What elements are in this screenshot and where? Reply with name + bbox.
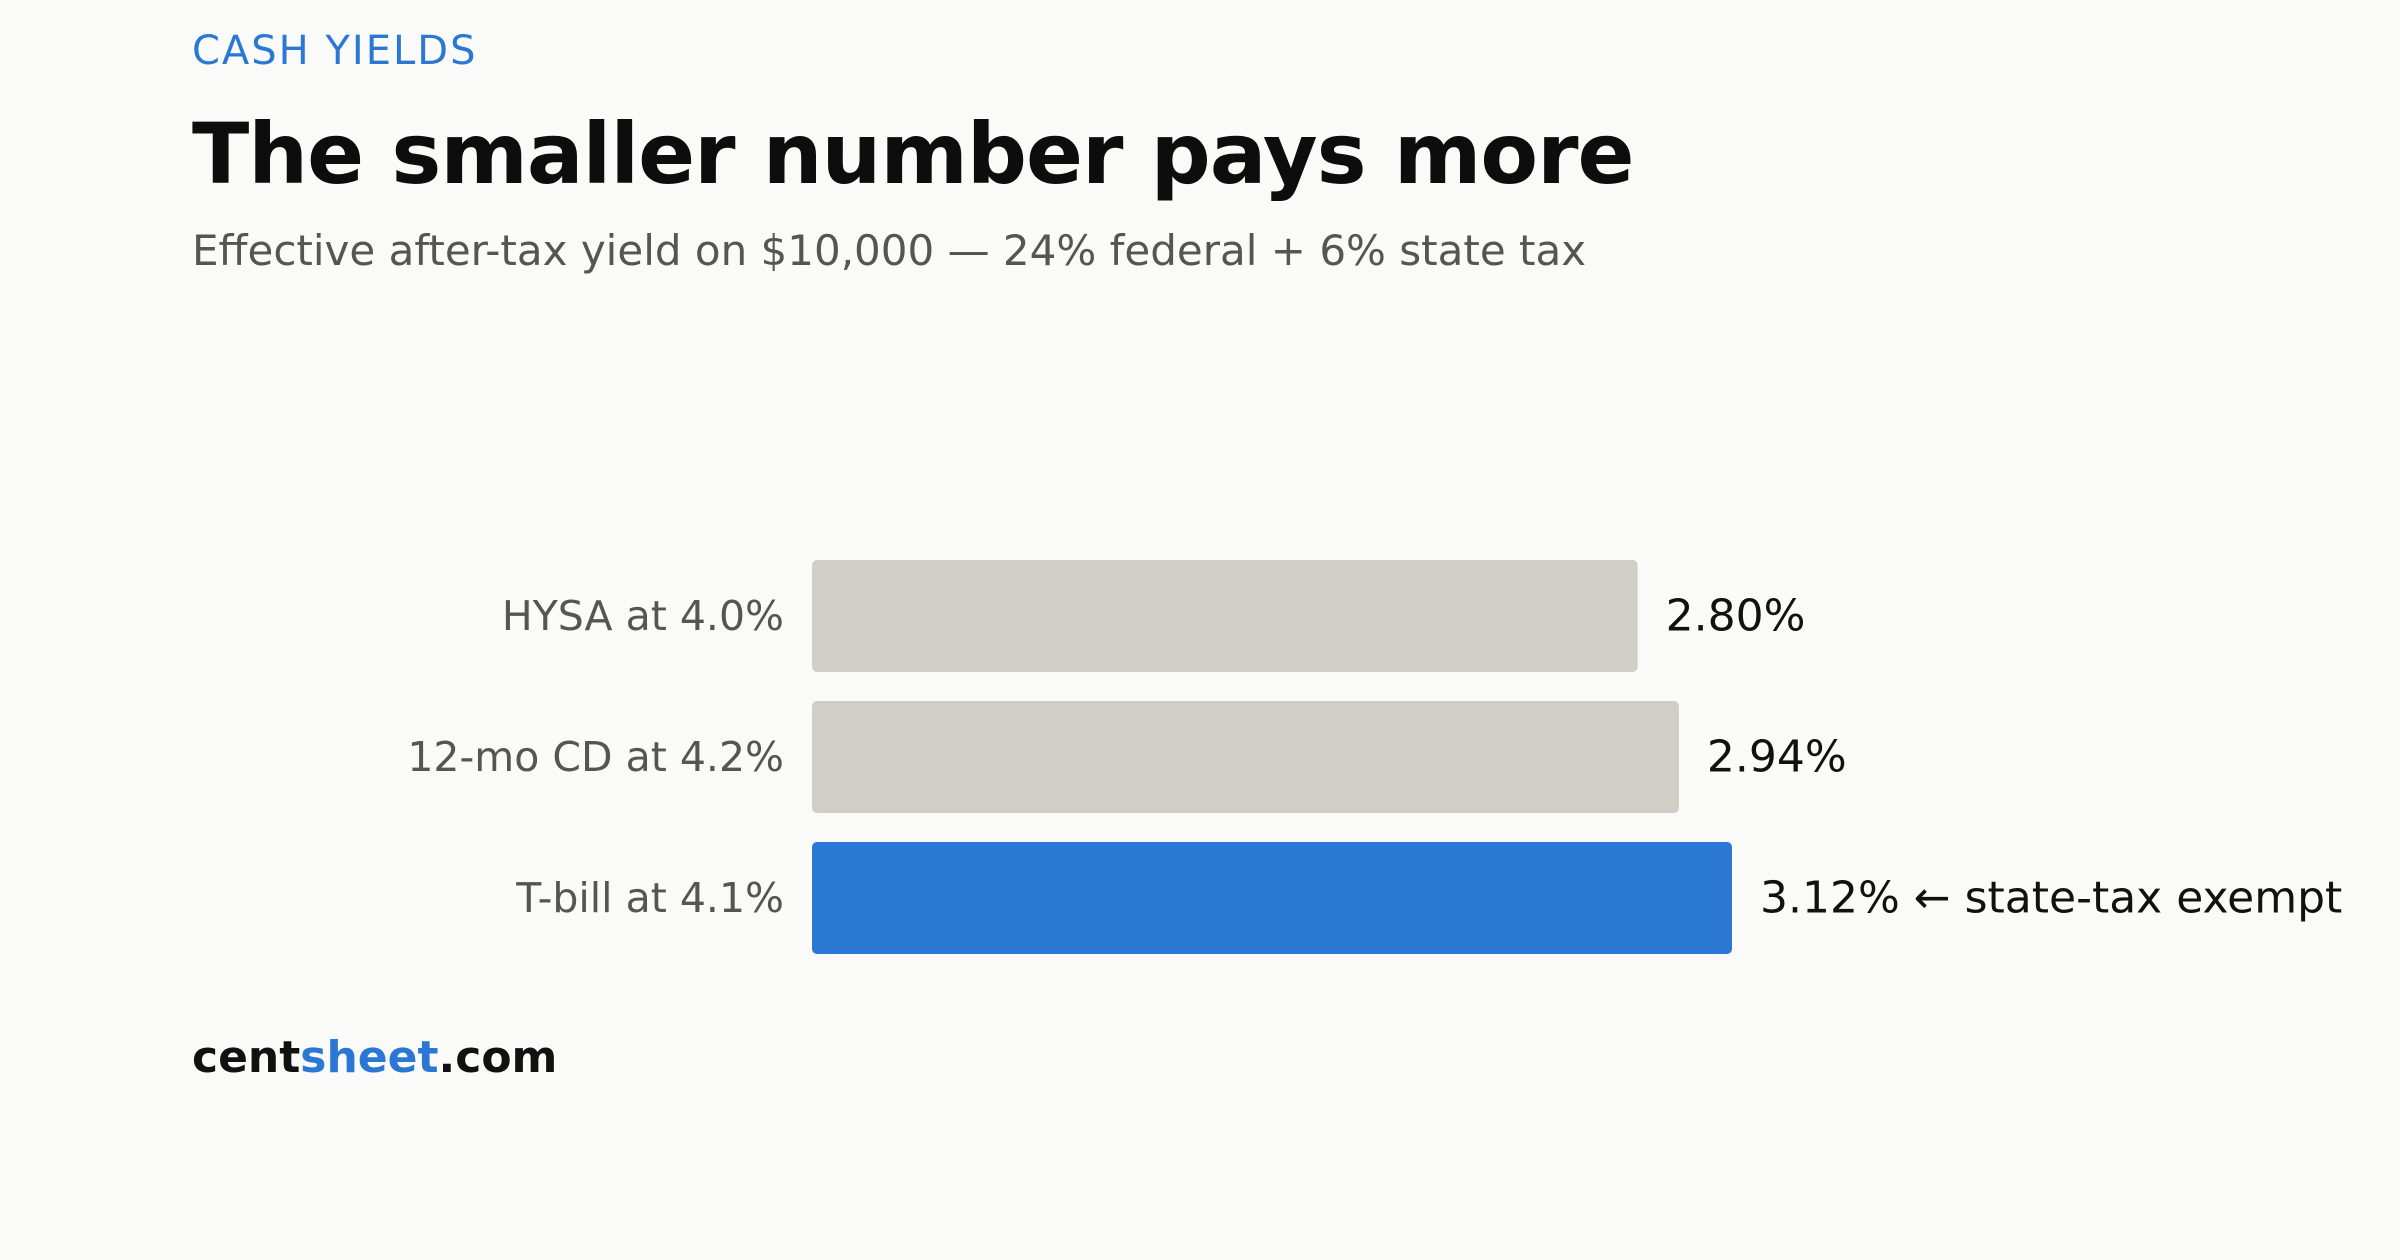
bar-1	[812, 701, 1679, 813]
category-label-1: 12-mo CD at 4.2%	[407, 733, 784, 781]
brand-part-sheet: sheet	[300, 1032, 439, 1083]
brand-part-com: .com	[438, 1032, 558, 1083]
bar-0	[812, 560, 1638, 672]
value-label-0: 2.80%	[1666, 591, 1806, 642]
chart-kicker: CASH YIELDS	[192, 28, 478, 74]
chart-subtitle: Effective after-tax yield on $10,000 — 2…	[192, 226, 1587, 275]
chart-title: The smaller number pays more	[192, 105, 1635, 203]
bar-2	[812, 842, 1732, 954]
category-label-2: T-bill at 4.1%	[515, 874, 784, 922]
brand-logo[interactable]: centsheet.com	[192, 1032, 557, 1083]
brand-part-cent: cent	[192, 1032, 301, 1083]
value-label-1: 2.94%	[1707, 732, 1847, 783]
category-label-0: HYSA at 4.0%	[502, 592, 784, 640]
value-label-2: 3.12% ← state-tax exempt	[1760, 873, 2342, 924]
